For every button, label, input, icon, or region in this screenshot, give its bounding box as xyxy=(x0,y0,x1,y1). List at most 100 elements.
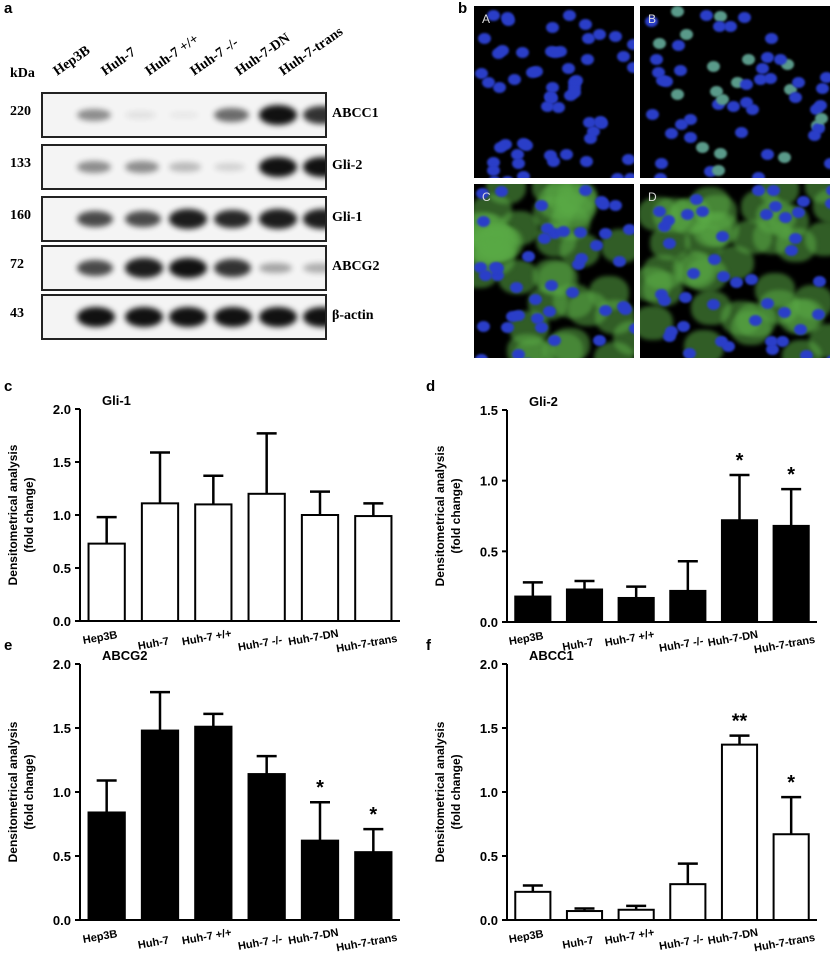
blot-row-ABCC1 xyxy=(41,92,327,138)
blot-band xyxy=(303,106,325,124)
bar xyxy=(514,595,552,623)
micrograph-label: A xyxy=(482,12,491,26)
blot-band xyxy=(259,105,297,125)
x-tick-label: Hep3B xyxy=(82,928,118,946)
protein-label: Gli-2 xyxy=(332,158,363,173)
bar xyxy=(194,725,233,921)
protein-label: Gli-1 xyxy=(332,210,363,225)
significance-marker: * xyxy=(787,464,795,486)
bar xyxy=(87,811,126,921)
x-tick-label: Huh-7 xyxy=(137,934,170,951)
x-tick-label: Huh-7 -/- xyxy=(237,634,283,654)
bar xyxy=(354,851,393,921)
x-tick-label: Hep3B xyxy=(82,629,118,647)
bar xyxy=(720,519,759,623)
micrograph-B: B xyxy=(640,6,830,178)
y-tick-label: 1.5 xyxy=(53,721,71,736)
y-axis-label: (fold change) xyxy=(449,478,463,553)
chart-title: Gli-1 xyxy=(102,393,131,408)
panel-label-f: f xyxy=(426,637,431,654)
y-axis-label: Densitometrical analysis xyxy=(433,445,447,586)
x-tick-label: Huh-7-trans xyxy=(753,634,816,657)
micrograph-label: C xyxy=(482,190,491,204)
x-tick-label: Huh-7 +/+ xyxy=(181,628,232,649)
x-tick-label: Huh-7 +/+ xyxy=(181,927,232,948)
blot-band xyxy=(214,259,251,277)
blot-band xyxy=(259,209,297,229)
y-tick-label: 1.0 xyxy=(53,785,71,800)
blot-band xyxy=(259,262,292,274)
kda-value: 72 xyxy=(10,257,24,272)
blot-row-β-actin xyxy=(41,294,327,340)
y-tick-label: 0.0 xyxy=(480,913,498,928)
blot-band xyxy=(125,258,163,278)
x-tick-label: Huh-7 -/- xyxy=(658,635,704,655)
x-tick-label: Huh-7 xyxy=(562,934,595,951)
blot-band xyxy=(125,111,156,119)
x-tick-label: Hep3B xyxy=(508,630,544,648)
protein-label: β-actin xyxy=(332,308,374,323)
x-tick-label: Huh-7-trans xyxy=(335,932,398,955)
bar xyxy=(565,588,604,624)
x-tick-label: Huh-7 +/+ xyxy=(604,927,655,948)
blot-row-ABCG2 xyxy=(41,245,327,291)
chart-title: ABCG2 xyxy=(102,648,148,663)
blot-band xyxy=(169,307,207,327)
x-tick-label: Huh-7-trans xyxy=(753,932,816,955)
y-tick-label: 0.0 xyxy=(53,913,71,928)
y-tick-label: 1.0 xyxy=(53,508,71,523)
blot-row-Gli-1 xyxy=(41,196,327,242)
bar xyxy=(140,502,180,622)
panel-label-d: d xyxy=(426,378,436,395)
y-axis-label: Densitometrical analysis xyxy=(6,721,20,862)
panel-label-c: c xyxy=(4,378,13,395)
blot-band xyxy=(214,107,249,123)
x-tick-label: Huh-7-trans xyxy=(335,633,398,656)
blot-row-Gli-2 xyxy=(41,144,327,190)
blot-band xyxy=(169,209,207,229)
bar xyxy=(247,773,286,922)
bar xyxy=(514,890,552,922)
protein-label: ABCC1 xyxy=(332,106,379,121)
y-tick-label: 0.0 xyxy=(480,615,498,630)
bar xyxy=(669,883,707,921)
blot-band xyxy=(77,210,113,228)
bar xyxy=(87,542,126,622)
x-tick-label: Huh-7 +/+ xyxy=(604,629,655,650)
bar xyxy=(617,596,655,623)
x-tick-label: Huh-7-DN xyxy=(707,927,759,948)
blot-band xyxy=(303,307,325,327)
y-axis-label: Densitometrical analysis xyxy=(433,721,447,862)
blot-band xyxy=(214,209,252,229)
panel-label-a: a xyxy=(4,0,13,17)
micrograph-label: B xyxy=(648,12,657,26)
significance-marker: * xyxy=(369,804,377,826)
y-tick-label: 1.0 xyxy=(480,474,498,489)
kda-value: 43 xyxy=(10,306,24,321)
bar xyxy=(772,833,810,921)
blot-band xyxy=(169,162,201,172)
blot-band xyxy=(77,307,115,327)
blot-band xyxy=(169,111,200,119)
kda-value: 133 xyxy=(10,156,31,171)
bar xyxy=(720,743,759,922)
chart-title: Gli-2 xyxy=(529,394,558,409)
bar xyxy=(247,492,286,622)
bar xyxy=(194,503,233,622)
bar xyxy=(669,589,707,624)
y-tick-label: 2.0 xyxy=(53,657,71,672)
blot-band xyxy=(77,108,111,122)
blot-band xyxy=(303,209,325,229)
y-tick-label: 1.5 xyxy=(53,455,71,470)
blot-band xyxy=(125,160,159,174)
bar xyxy=(772,524,810,623)
bar xyxy=(354,515,393,622)
y-tick-label: 2.0 xyxy=(480,657,498,672)
y-axis-label: (fold change) xyxy=(22,754,36,829)
bar xyxy=(300,514,340,622)
blot-band xyxy=(214,307,252,327)
significance-marker: * xyxy=(787,772,795,794)
bar xyxy=(140,729,180,921)
